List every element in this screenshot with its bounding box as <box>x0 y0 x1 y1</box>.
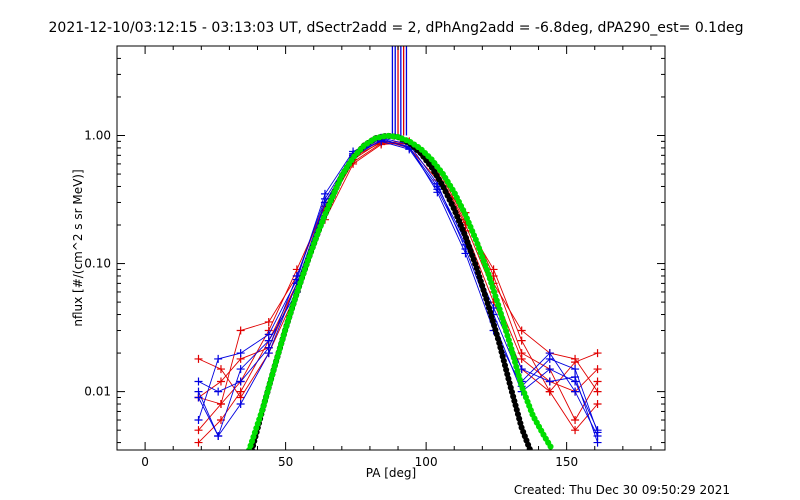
series-5-red-point-3 <box>236 387 245 396</box>
series-5-red-point-1 <box>194 438 203 447</box>
y-tick-label-0: 0.01 <box>84 385 111 399</box>
series-8-blue-point-2 <box>214 387 223 396</box>
series-7-blue-point-4 <box>264 330 273 339</box>
series-5-red-point-13 <box>517 336 526 345</box>
series-3-red-point-16 <box>593 387 602 396</box>
series-7-blue-line <box>198 137 599 431</box>
series-9-blue-point-14 <box>545 354 554 363</box>
vertical-marker-group <box>391 46 408 136</box>
series-5-red-point-12 <box>489 265 498 274</box>
series-2-red-point-4 <box>264 317 273 326</box>
series-8-blue-point-14 <box>545 377 554 386</box>
series-4-red-point-16 <box>593 400 602 409</box>
series-9-blue-point-3 <box>236 400 245 409</box>
x-tick-label-150: 150 <box>555 455 578 469</box>
series-9-blue-point-4 <box>264 349 273 358</box>
series-3-red-point-13 <box>517 326 526 335</box>
series-1-red-point-2 <box>216 377 225 386</box>
series-7-blue-point-2 <box>214 354 223 363</box>
series-3-red-point-2 <box>216 365 225 374</box>
series-8-blue-line <box>198 140 599 443</box>
series-8-blue-point-1 <box>194 377 203 386</box>
series-2-red-point-16 <box>593 377 602 386</box>
series-2-red-point-13 <box>517 349 526 358</box>
series-4-red-point-2 <box>216 400 225 409</box>
series-2-red-point-15 <box>571 416 580 425</box>
series-1-red-point-16 <box>593 365 602 374</box>
series-5-red-point-15 <box>571 358 580 367</box>
x-tick-label-50: 50 <box>278 455 293 469</box>
fit-group <box>246 132 556 450</box>
series-8-blue-point-16 <box>593 438 602 447</box>
series-7-blue-point-3 <box>236 349 245 358</box>
series-3-red-point-1 <box>194 354 203 363</box>
series-9-blue-point-11 <box>461 249 470 258</box>
x-tick-label-0: 0 <box>141 455 149 469</box>
series-9-blue-point-15 <box>571 365 580 374</box>
series-9-blue-point-10 <box>433 188 442 197</box>
series-9-blue-point-2 <box>214 432 223 441</box>
y-tick-label-1: 0.10 <box>84 257 111 271</box>
x-tick-label-100: 100 <box>415 455 438 469</box>
series-8-blue-point-3 <box>236 377 245 386</box>
series-5-red-point-14 <box>545 387 554 396</box>
series-2-red-point-3 <box>236 326 245 335</box>
series-6-blue-point-3 <box>236 365 245 374</box>
created-timestamp: Created: Thu Dec 30 09:50:29 2021 <box>514 483 730 497</box>
series-9-blue-point-16 <box>593 428 602 437</box>
series-2-red-point-1 <box>194 426 203 435</box>
series-6-blue-point-15 <box>571 387 580 396</box>
series-7-blue-point-1 <box>194 416 203 425</box>
plot-frame <box>116 45 666 451</box>
series-5-red-point-16 <box>593 349 602 358</box>
y-axis-label: nflux [#/(cm^2 s sr MeV)] <box>71 169 85 326</box>
axis-group: 0 50 100 150 0.01 0.10 1.00 <box>84 45 665 469</box>
chart-title: 2021-12-10/03:12:15 - 03:13:03 UT, dSect… <box>49 20 744 36</box>
series-9-blue-line <box>198 139 599 437</box>
series-7-blue-point-14 <box>545 365 554 374</box>
series-9-blue-point-1 <box>194 387 203 396</box>
x-axis-label: PA [deg] <box>366 466 416 480</box>
green-fit-curve <box>246 132 556 450</box>
series-4-red-point-15 <box>571 426 580 435</box>
y-tick-label-2: 1.00 <box>84 129 111 143</box>
